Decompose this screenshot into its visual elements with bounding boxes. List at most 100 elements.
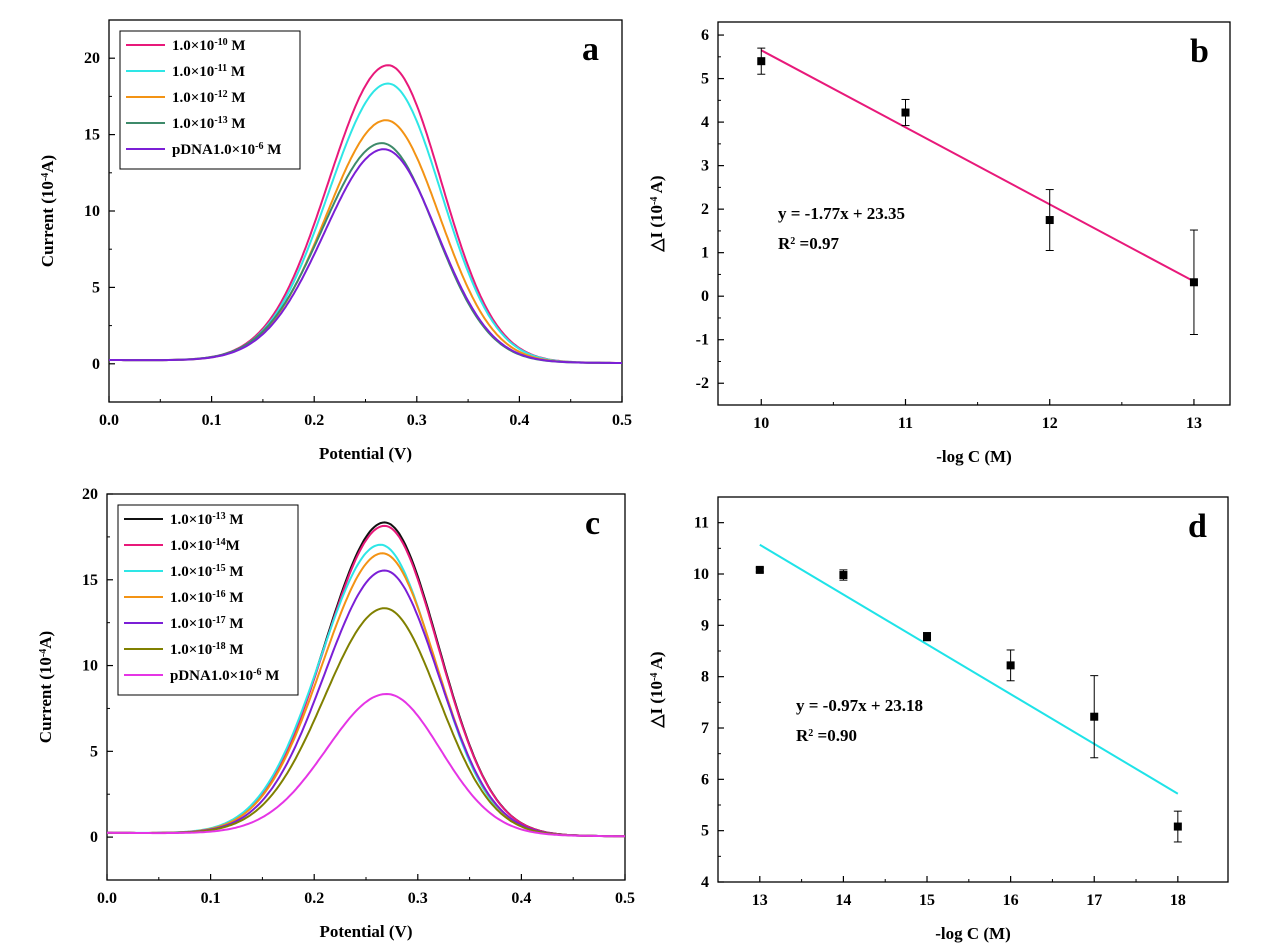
data-point [755, 565, 764, 574]
x-tick-label: 0.5 [612, 412, 632, 429]
y-tick-label: 10 [693, 566, 709, 583]
y-tick-label: 10 [84, 203, 100, 220]
fit-equation: y = -0.97x + 23.18 [796, 696, 923, 715]
legend-entry: 1.0×10-15 M [170, 563, 244, 581]
y-tick-label: 2 [701, 201, 709, 218]
legend-entry: 1.0×10-10 M [172, 37, 246, 55]
y-tick-label: 9 [701, 617, 709, 634]
plot-frame [717, 496, 1229, 883]
y-tick-label: 5 [701, 71, 709, 88]
x-tick-label: 0.1 [202, 412, 222, 429]
y-tick-label: 5 [701, 823, 709, 840]
y-tick-label: 6 [701, 27, 709, 44]
x-tick-label: 16 [1003, 892, 1019, 909]
r-squared: R2 =0.90 [796, 726, 857, 745]
x-axis-label: -log C (M) [936, 447, 1012, 466]
x-tick-label: 0.5 [615, 890, 635, 907]
data-point [1090, 712, 1099, 721]
legend-entry: 1.0×10-11 M [172, 63, 245, 81]
data-point [757, 57, 766, 66]
x-axis-label: -log C (M) [935, 924, 1011, 943]
x-tick-label: 17 [1086, 892, 1102, 909]
y-tick-label: 5 [92, 279, 100, 296]
legend-entry: 1.0×10-13 M [172, 115, 246, 133]
fit-equation: y = -1.77x + 23.35 [778, 204, 905, 223]
fit-line [760, 49, 1195, 283]
y-tick-label: 3 [701, 158, 709, 175]
y-axis-label: △I (10-4 A) [647, 651, 666, 728]
legend-entry: 1.0×10-18 M [170, 641, 244, 659]
fit-line [759, 543, 1179, 795]
x-tick-label: 0.2 [304, 412, 324, 429]
legend-entry: 1.0×10-12 M [172, 89, 246, 107]
y-tick-label: 0 [701, 288, 709, 305]
data-point [1173, 822, 1182, 831]
x-tick-label: 0.3 [407, 412, 427, 429]
y-tick-label: 8 [701, 669, 709, 686]
plot-frame [717, 21, 1231, 406]
chart-panel-c: 0.0 0.1 0.2 0.3 0.4 0.5 0 5 10 15 20 Potential (V) C… [36, 486, 635, 941]
panel-label: c [585, 505, 600, 542]
y-tick-label: 15 [84, 127, 100, 144]
data-point [901, 108, 910, 117]
series-line-5 [109, 148, 622, 364]
y-axis-label: Current (10-4A) [36, 631, 55, 743]
y-tick-label: -1 [696, 332, 709, 349]
x-tick-label: 0.3 [408, 890, 428, 907]
y-tick-label: 20 [82, 486, 98, 503]
data-point [923, 632, 932, 641]
y-tick-label: 0 [92, 356, 100, 373]
panel-label: a [582, 31, 599, 68]
x-tick-label: 15 [919, 892, 935, 909]
x-tick-label: 13 [1186, 415, 1202, 432]
data-point [1189, 278, 1198, 287]
x-tick-label: 0.0 [97, 890, 117, 907]
series-line-4 [109, 142, 622, 364]
legend-entry: 1.0×10-17 M [170, 615, 244, 633]
legend-entry: pDNA1.0×10-6 M [172, 141, 281, 159]
y-axis-label: Current (10-4A) [38, 155, 57, 267]
x-tick-label: 12 [1042, 415, 1058, 432]
y-tick-label: 7 [701, 720, 709, 737]
y-tick-label: -2 [696, 375, 709, 392]
r-squared: R2 =0.97 [778, 234, 839, 253]
x-tick-label: 0.4 [511, 890, 531, 907]
legend-entry: 1.0×10-13 M [170, 511, 244, 529]
x-tick-label: 0.2 [304, 890, 324, 907]
chart-panel-a: 0.0 0.1 0.2 0.3 0.4 0.5 0 5 10 15 20 Potential (V) C… [38, 19, 632, 463]
legend-entry: pDNA1.0×10-6 M [170, 667, 279, 685]
legend-entry: 1.0×10-14M [170, 537, 240, 555]
y-tick-label: 10 [82, 658, 98, 675]
panel-label: d [1188, 508, 1207, 545]
panel-label: b [1190, 33, 1209, 70]
x-tick-label: 0.4 [509, 412, 529, 429]
y-tick-label: 5 [90, 743, 98, 760]
y-axis-label: △I (10-4 A) [647, 175, 666, 252]
x-axis-label: Potential (V) [319, 922, 412, 941]
x-tick-label: 11 [898, 415, 913, 432]
legend-box [117, 504, 299, 696]
chart-panel-d: 13 14 15 16 17 18 4 5 6 7 8 9 10 11 -log C (M) △I (10-4… [647, 496, 1229, 943]
y-tick-label: 6 [701, 771, 709, 788]
x-tick-label: 10 [753, 415, 769, 432]
x-tick-label: 14 [835, 892, 851, 909]
x-tick-label: 0.0 [99, 412, 119, 429]
x-tick-label: 18 [1170, 892, 1186, 909]
y-tick-label: 15 [82, 572, 98, 589]
y-tick-label: 0 [90, 829, 98, 846]
legend-box [119, 30, 301, 170]
x-axis-label: Potential (V) [319, 444, 412, 463]
x-tick-label: 0.1 [201, 890, 221, 907]
series-line-7 [107, 692, 625, 838]
y-tick-label: 11 [694, 515, 709, 532]
y-tick-label: 4 [701, 114, 709, 131]
x-tick-label: 13 [752, 892, 768, 909]
data-point [1045, 216, 1054, 225]
data-point [1006, 661, 1015, 670]
y-tick-label: 20 [84, 50, 100, 67]
legend-entry: 1.0×10-16 M [170, 589, 244, 607]
y-tick-label: 1 [701, 245, 709, 262]
data-point [839, 571, 848, 580]
